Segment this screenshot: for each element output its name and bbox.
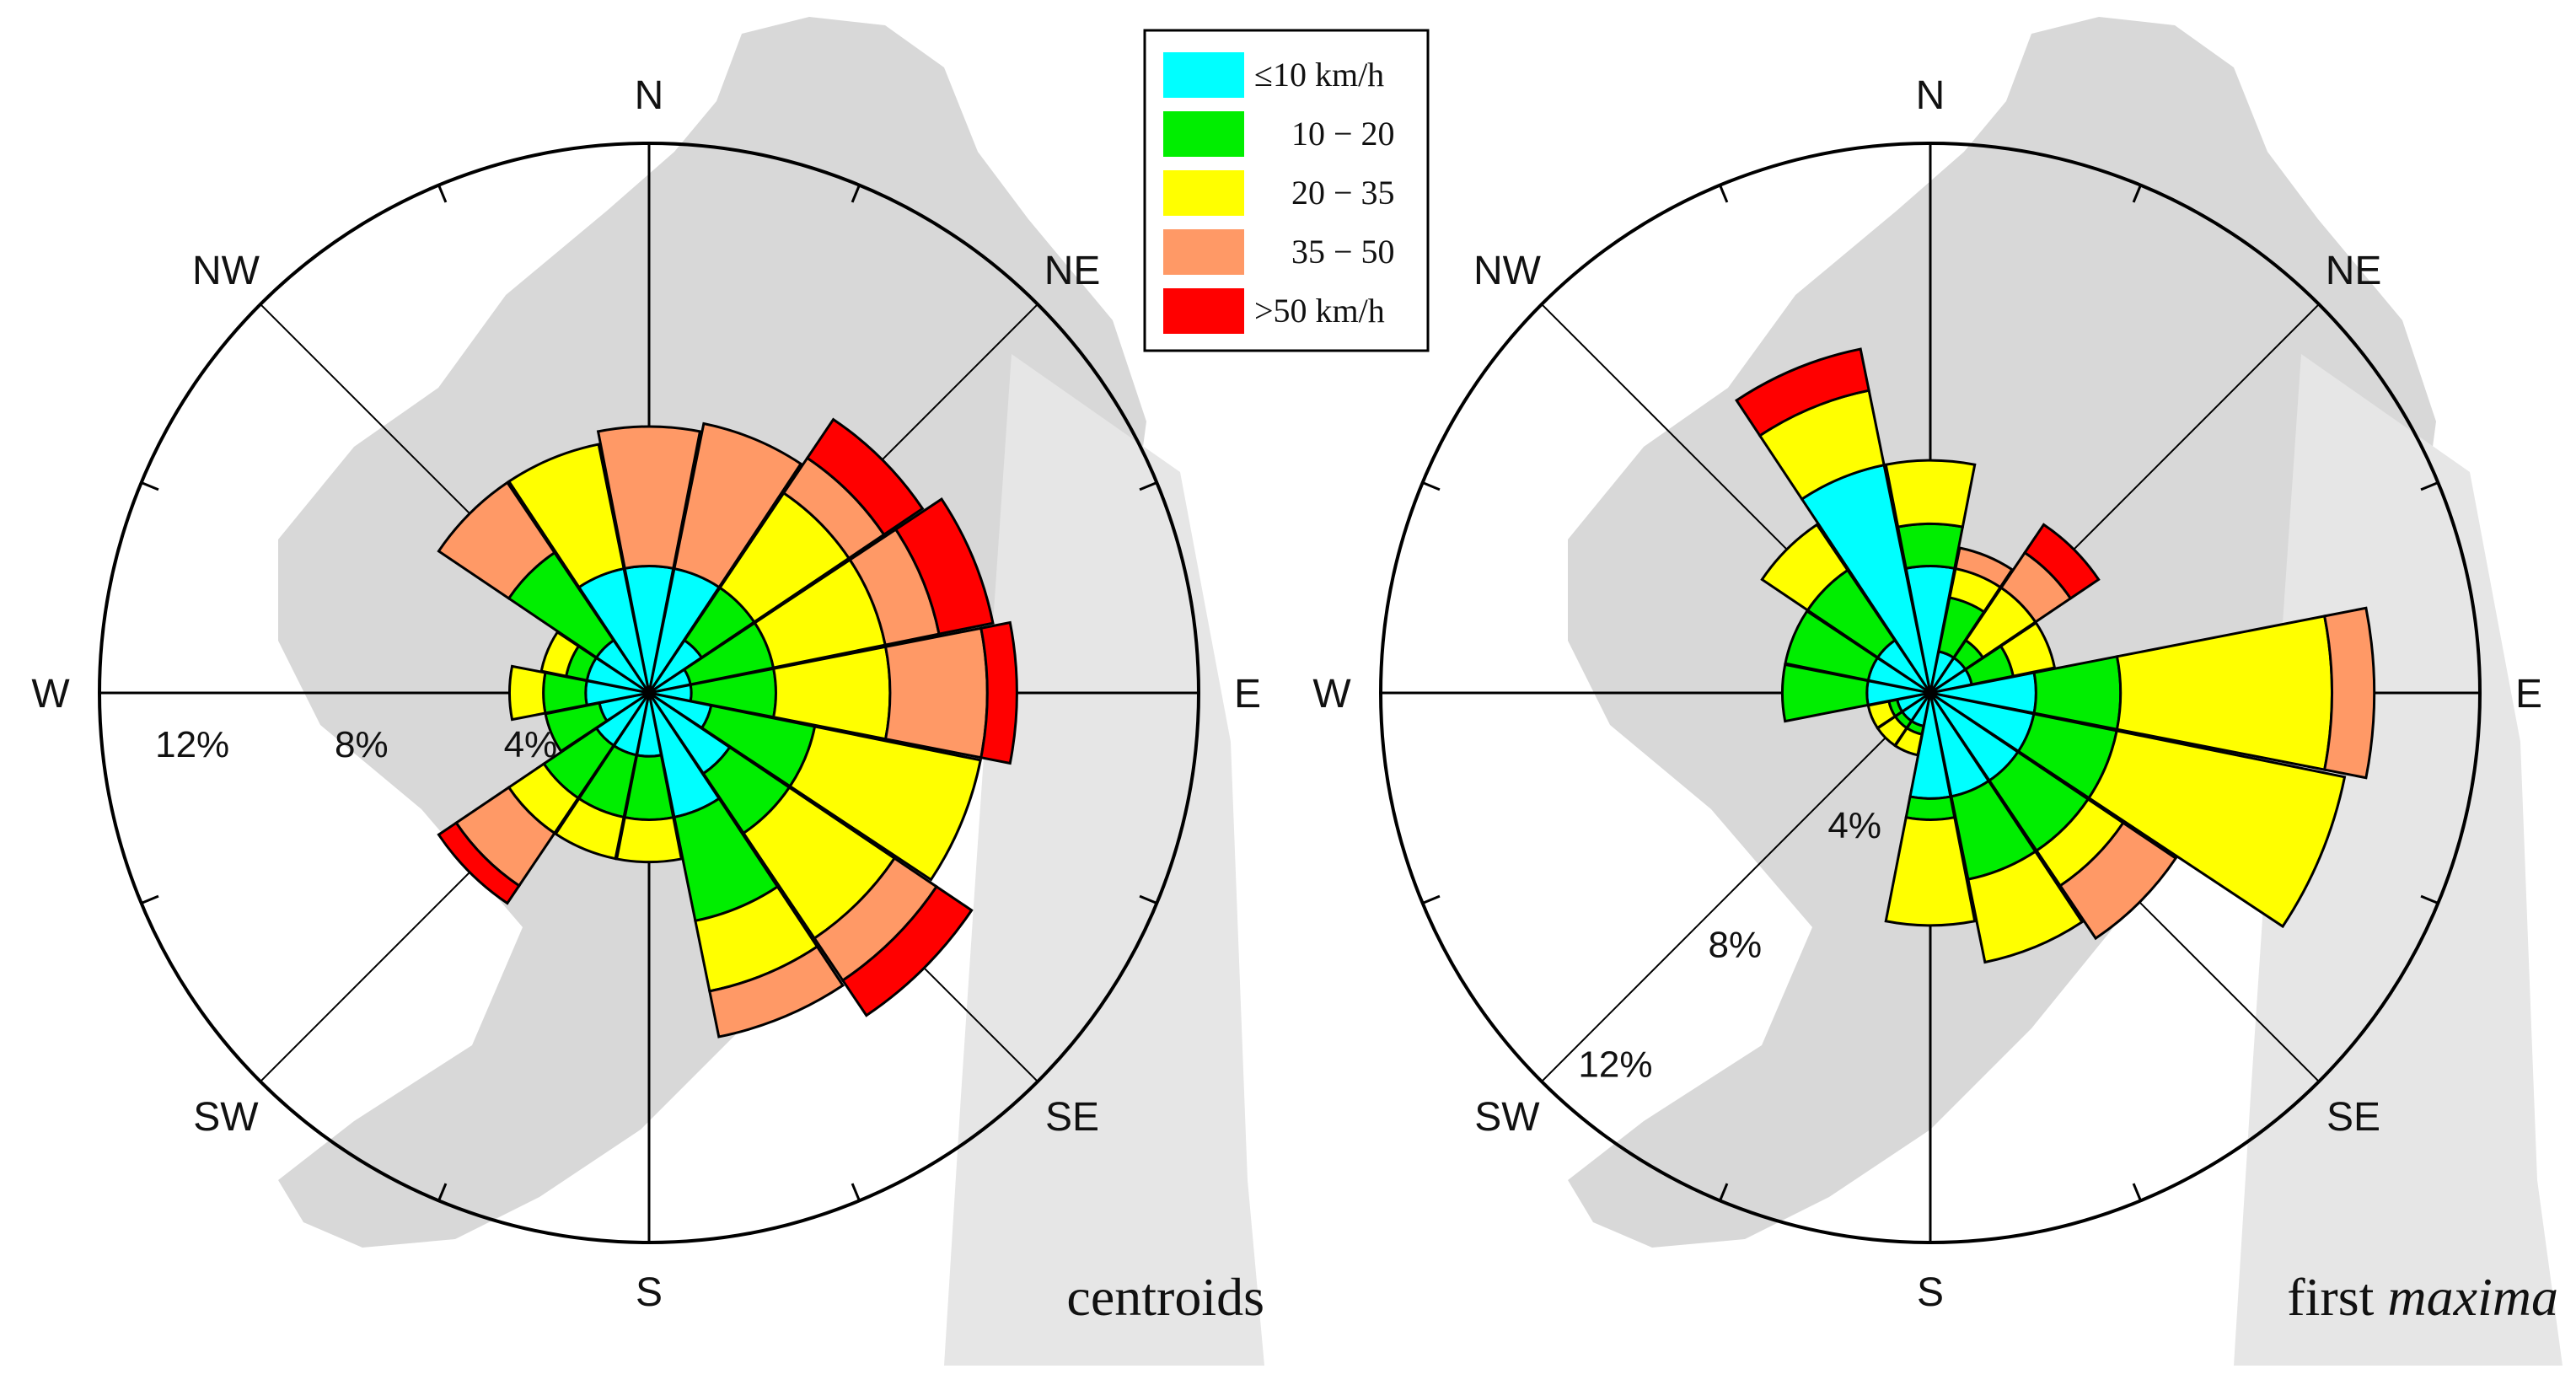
ring-tick bbox=[1422, 894, 1441, 904]
wedge-s2-b4 bbox=[805, 417, 925, 537]
wedge-s6-b3 bbox=[2058, 821, 2178, 941]
wedge-s5-b2 bbox=[2087, 729, 2347, 929]
wedge-s0-b2 bbox=[1884, 459, 1977, 529]
radial-label: 12% bbox=[1578, 1044, 1652, 1086]
direction-label-e: E bbox=[2515, 672, 2542, 717]
wedge-s2-b4 bbox=[2023, 523, 2101, 600]
caption-first-maxima-text: first bbox=[2287, 1267, 2387, 1327]
ring-tick bbox=[1422, 481, 1441, 491]
radial-label: 4% bbox=[1827, 805, 1881, 846]
wedge-s0-b3 bbox=[596, 425, 702, 571]
wedge-s8-b1 bbox=[1904, 795, 1956, 821]
ring-tick bbox=[2132, 1183, 2142, 1201]
wedge-s12-b2 bbox=[507, 664, 547, 722]
wedge-s14-b2 bbox=[1760, 523, 1849, 612]
legend-swatch-4 bbox=[1163, 288, 1244, 334]
wedge-s3-b4 bbox=[894, 497, 995, 636]
direction-label-sw: SW bbox=[193, 1095, 259, 1140]
wedge-s0-b1 bbox=[1896, 522, 1965, 571]
wedge-s6-b4 bbox=[840, 884, 974, 1017]
legend-swatch-2 bbox=[1163, 170, 1244, 216]
wedge-s5-b2 bbox=[788, 725, 982, 882]
ring-tick bbox=[2132, 185, 2142, 203]
legend-swatch-0 bbox=[1163, 52, 1244, 98]
ring-tick bbox=[1139, 894, 1157, 904]
center-dot bbox=[1925, 688, 1935, 698]
radial-label: 12% bbox=[155, 724, 229, 765]
wedge-s4-b4 bbox=[979, 620, 1018, 765]
caption-first-maxima: first maxima bbox=[2287, 1267, 2558, 1327]
wedge-s9-b2 bbox=[554, 797, 625, 861]
direction-label-e: E bbox=[1234, 672, 1261, 717]
direction-label-s: S bbox=[1917, 1270, 1944, 1315]
wedge-s14-b3 bbox=[437, 480, 556, 600]
wedge-s7-b2 bbox=[1967, 850, 2085, 964]
center-dot bbox=[644, 688, 654, 698]
direction-label-s: S bbox=[636, 1270, 663, 1315]
direction-label-n: N bbox=[1916, 73, 1945, 118]
legend-label-4: >50 km/h bbox=[1254, 292, 1385, 330]
ring-tick bbox=[141, 481, 159, 491]
ring-tick bbox=[1719, 1183, 1729, 1201]
wedge-s4-b3 bbox=[883, 626, 989, 759]
direction-label-nw: NW bbox=[1473, 249, 1542, 293]
ring-tick bbox=[851, 1183, 861, 1201]
direction-label-sw: SW bbox=[1474, 1095, 1540, 1140]
legend-swatch-3 bbox=[1163, 229, 1244, 275]
wedge-s8-b2 bbox=[1884, 815, 1977, 927]
ring-tick bbox=[437, 185, 448, 203]
ring-tick bbox=[437, 1183, 448, 1201]
wedge-s15-b2 bbox=[507, 443, 625, 589]
legend-label-3: 35 − 50 bbox=[1291, 233, 1395, 271]
ring-tick bbox=[2420, 894, 2439, 904]
wedge-s4-b3 bbox=[2322, 606, 2376, 780]
direction-label-se: SE bbox=[1045, 1095, 1099, 1140]
wedge-s10-b4 bbox=[437, 821, 521, 905]
wedge-s1-b3 bbox=[673, 421, 803, 589]
caption-centroids: centroids bbox=[1066, 1267, 1264, 1327]
legend-label-1: 10 − 20 bbox=[1291, 115, 1395, 153]
wind-rose-first-maxima: N NE E SE S SW W NW 4% 8% 12% bbox=[1312, 73, 2542, 1315]
ring-tick bbox=[141, 894, 159, 904]
ring-tick bbox=[851, 185, 861, 203]
direction-label-n: N bbox=[635, 73, 664, 118]
wedge-s8-b2 bbox=[614, 815, 684, 864]
speed-legend: ≤10 km/h 10 − 20 20 − 35 35 − 50 >50 km/… bbox=[1143, 29, 1430, 352]
caption-first-maxima-italic: maxima bbox=[2387, 1267, 2558, 1327]
wind-rose-centroids: N NE E SE S SW W NW 4% 8% 12% bbox=[31, 73, 1261, 1315]
spoke-sw bbox=[1541, 692, 1931, 1082]
direction-label-ne: NE bbox=[1044, 249, 1101, 293]
ring-tick bbox=[1719, 185, 1729, 203]
legend-label-0: ≤10 km/h bbox=[1254, 56, 1384, 94]
direction-label-w: W bbox=[31, 672, 70, 717]
radial-label: 8% bbox=[335, 724, 389, 765]
ring-tick bbox=[1139, 481, 1157, 491]
legend-label-2: 20 − 35 bbox=[1291, 174, 1395, 212]
direction-label-w: W bbox=[1312, 672, 1351, 717]
radial-label: 8% bbox=[1708, 925, 1762, 966]
direction-label-nw: NW bbox=[192, 249, 260, 293]
wedge-s15-b4 bbox=[1735, 347, 1870, 437]
direction-label-ne: NE bbox=[2326, 249, 2382, 293]
radial-label: 4% bbox=[504, 724, 558, 765]
legend-swatch-1 bbox=[1163, 111, 1244, 157]
direction-label-se: SE bbox=[2326, 1095, 2380, 1140]
ring-tick bbox=[2420, 481, 2439, 491]
wedge-s7-b3 bbox=[708, 944, 845, 1039]
